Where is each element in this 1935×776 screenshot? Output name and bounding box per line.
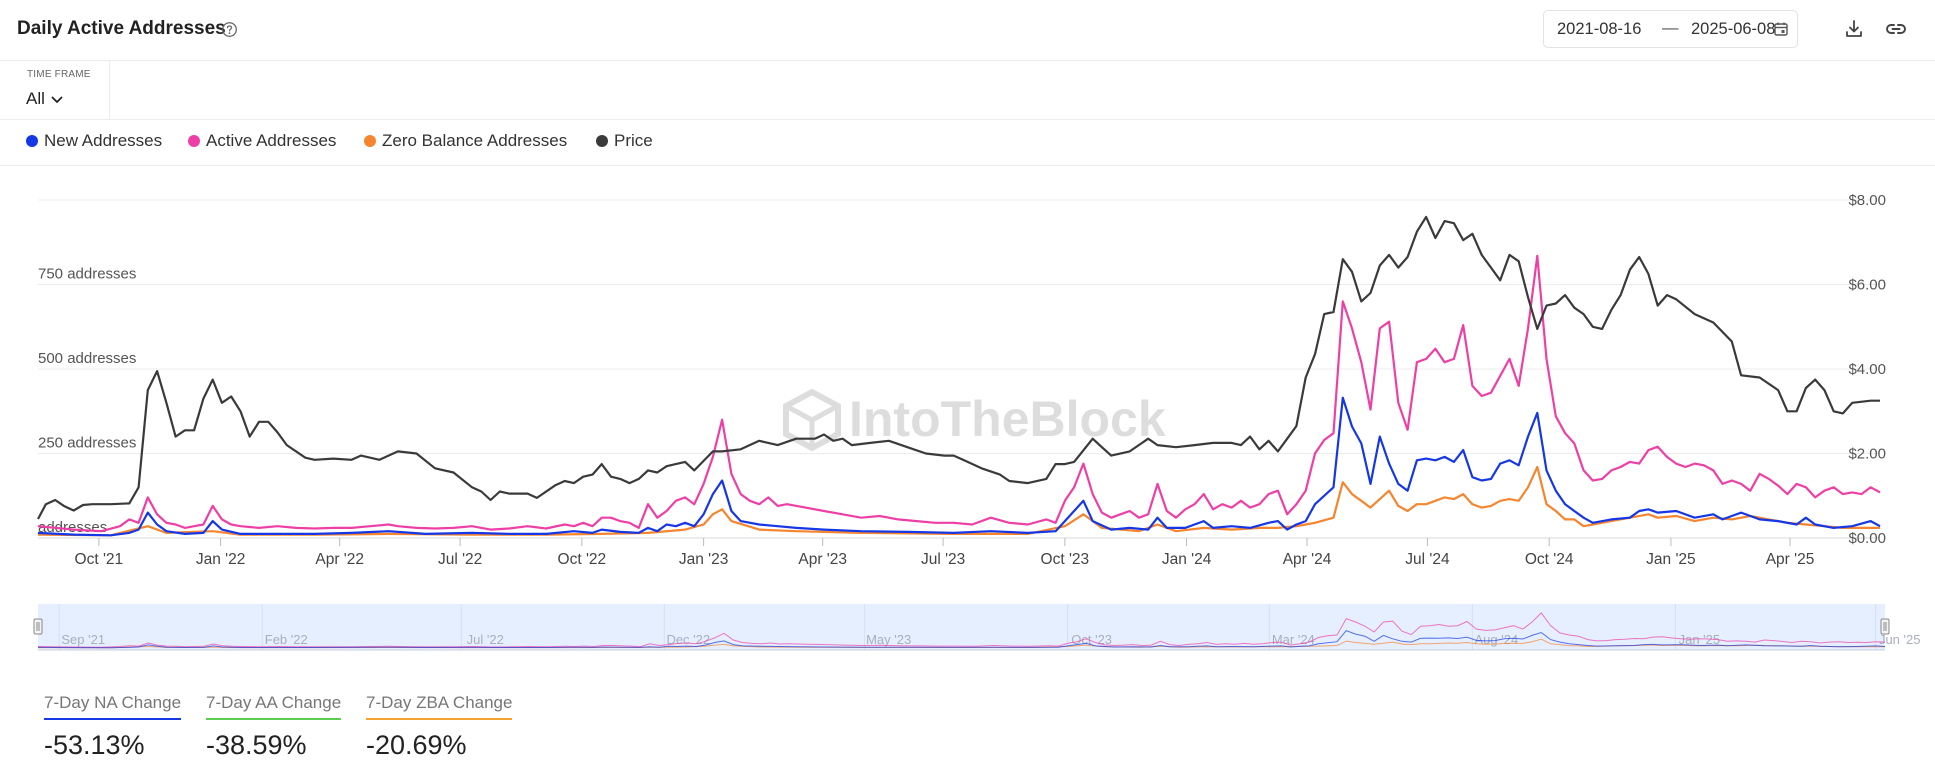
stat-active-addresses-change: 7-Day AA Change -38.59% (206, 693, 342, 761)
series-line-active-addresses[interactable] (37, 254, 1881, 533)
x-tick-label: Oct '21 (75, 551, 124, 568)
date-start[interactable]: 2021-08-16 (1557, 20, 1642, 38)
navigator-tick-label: Jan '25 (1679, 632, 1721, 647)
link-icon[interactable] (1884, 18, 1908, 40)
x-tick-label: Jan '25 (1646, 551, 1696, 568)
y-right-tick-label: $4.00 (1848, 361, 1886, 378)
divider (0, 165, 1935, 166)
navigator-series-zero-balance-addresses (37, 638, 1885, 649)
navigator-selection[interactable] (38, 604, 1885, 650)
y-right-tick-label: $2.00 (1848, 446, 1886, 463)
legend-label: Zero Balance Addresses (382, 131, 568, 150)
x-tick-label: Jan '24 (1162, 551, 1212, 568)
stat-value: -20.69% (366, 730, 467, 760)
legend-label: New Addresses (44, 131, 163, 150)
y-right-tick-label: $0.00 (1848, 530, 1886, 547)
navigator-tick-label: Aug '24 (1475, 632, 1519, 647)
x-tick-label: Oct '22 (558, 551, 607, 568)
x-tick-label: Jul '23 (921, 551, 965, 568)
x-tick-label: Jul '24 (1405, 551, 1450, 568)
chevron-down-icon[interactable] (50, 93, 64, 107)
stat-new-addresses-change: 7-Day NA Change -53.13% (44, 693, 182, 761)
stat-value: -38.59% (206, 730, 307, 760)
legend-dot (26, 135, 38, 147)
stat-value: -53.13% (44, 730, 145, 760)
navigator-tick-label: Jun '25 (1879, 632, 1921, 647)
legend-item-zero-balance-addresses[interactable]: Zero Balance Addresses (364, 131, 567, 151)
watermark: IntoTheBlock (783, 388, 1166, 452)
series-line-price[interactable] (37, 215, 1880, 520)
stat-label: 7-Day NA Change (44, 693, 182, 720)
y-left-tick-label: 500 addresses (38, 350, 136, 367)
stat-zero-balance-change: 7-Day ZBA Change -20.69% (366, 693, 513, 761)
y-left-tick-label: addresses (38, 519, 107, 536)
watermark-logo-icon (784, 403, 840, 448)
navigator-series-active-addresses (37, 612, 1886, 648)
navigator-handle[interactable] (33, 618, 43, 635)
navigator-tick-label: Jul '22 (467, 632, 504, 647)
legend-item-active-addresses[interactable]: Active Addresses (188, 131, 336, 151)
navigator-series-new-addresses (37, 630, 1886, 649)
legend-dot (188, 135, 200, 147)
navigator-tick-label: Dec '22 (666, 632, 710, 647)
date-range-picker[interactable]: 2021-08-16 — 2025-06-08 (1543, 10, 1798, 48)
navigator-tick-label: May '23 (866, 632, 911, 647)
navigator-tick-label: Feb '22 (265, 632, 308, 647)
watermark-logo-icon (783, 388, 841, 452)
timeframe-label: TIME FRAME (27, 69, 91, 80)
x-tick-label: Oct '23 (1041, 551, 1090, 568)
date-end[interactable]: 2025-06-08 (1691, 20, 1776, 38)
timeframe-select[interactable]: All (26, 89, 45, 108)
timeframe-panel: TIME FRAME All (0, 60, 110, 119)
main-chart[interactable]: IntoTheBlock addresses 250 addresses 500 ad… (0, 166, 1935, 600)
legend-item-price[interactable]: Price (596, 131, 653, 151)
x-tick-label: Apr '25 (1766, 551, 1815, 568)
legend-label: Price (614, 131, 653, 150)
legend-item-new-addresses[interactable]: New Addresses (26, 131, 162, 151)
divider (0, 119, 1935, 120)
watermark-text: IntoTheBlock (849, 391, 1166, 447)
y-left-tick-label: 250 addresses (38, 435, 136, 452)
x-tick-label: Jan '22 (196, 551, 246, 568)
chart-header: Daily Active Addresses 2021-08-16 — 2025… (0, 0, 1935, 61)
legend-dot (596, 135, 608, 147)
page-title: Daily Active Addresses (17, 18, 226, 39)
x-tick-label: Jul '22 (438, 551, 482, 568)
x-tick-label: Apr '24 (1283, 551, 1332, 568)
series-line-new-addresses[interactable] (37, 396, 1881, 537)
stat-label: 7-Day AA Change (206, 693, 342, 720)
x-tick-label: Jan '23 (679, 551, 729, 568)
navigator-tick-label: Oct '23 (1071, 632, 1112, 647)
x-tick-label: Apr '23 (798, 551, 847, 568)
range-navigator[interactable]: Sep '21 Feb '22 Jul '22 Dec '22 May '23 Oct '… (0, 600, 1935, 652)
help-icon[interactable] (221, 21, 238, 38)
series-line-zero-balance-addresses[interactable] (37, 465, 1880, 537)
legend-dot (364, 135, 376, 147)
date-separator: — (1662, 19, 1679, 37)
legend-label: Active Addresses (206, 131, 337, 150)
calendar-icon[interactable] (1773, 21, 1789, 37)
x-tick-label: Oct '24 (1525, 551, 1574, 568)
navigator-tick-label: Sep '21 (61, 632, 105, 647)
y-left-tick-label: 750 addresses (38, 266, 136, 283)
y-right-tick-label: $6.00 (1848, 277, 1886, 294)
x-tick-label: Apr '22 (315, 551, 364, 568)
stat-label: 7-Day ZBA Change (366, 693, 513, 720)
download-icon[interactable] (1843, 18, 1865, 40)
y-right-tick-label: $8.00 (1848, 192, 1886, 209)
navigator-handle[interactable] (1880, 618, 1890, 635)
